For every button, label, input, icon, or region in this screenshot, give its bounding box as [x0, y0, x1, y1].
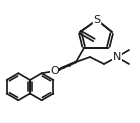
Text: N: N	[113, 52, 121, 62]
Text: O: O	[51, 66, 59, 76]
Text: N: N	[113, 52, 121, 62]
Text: S: S	[93, 15, 101, 25]
Text: O: O	[51, 66, 59, 76]
Text: S: S	[93, 15, 101, 25]
